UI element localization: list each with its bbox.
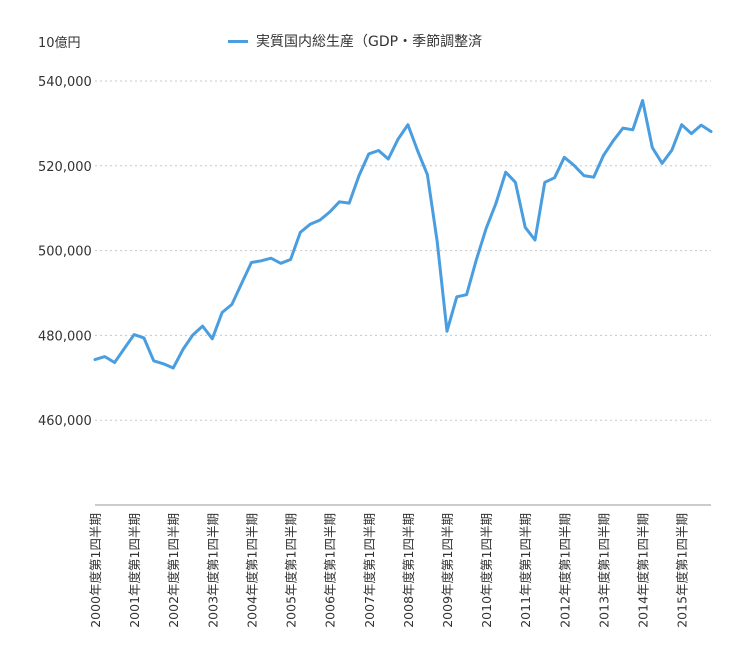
y-tick-label: 540,000 (38, 75, 92, 90)
x-tick-label: 2015年度第1四半期 (675, 513, 690, 628)
x-tick-label: 2002年度第1四半期 (166, 513, 181, 628)
x-tick-label: 2010年度第1四半期 (479, 513, 494, 628)
x-tick-label: 2001年度第1四半期 (127, 513, 142, 628)
x-tick-label: 2004年度第1四半期 (244, 513, 259, 628)
x-tick-label: 2012年度第1四半期 (557, 513, 572, 628)
x-tick-label: 2006年度第1四半期 (323, 513, 338, 628)
x-tick-label: 2009年度第1四半期 (440, 513, 455, 628)
y-tick-label: 520,000 (38, 160, 92, 175)
legend-swatch (228, 39, 248, 43)
y-tick-label: 480,000 (38, 329, 92, 344)
y-tick-label: 460,000 (38, 414, 92, 429)
x-tick-label: 2003年度第1四半期 (205, 513, 220, 628)
y-axis-unit-label: 10億円 (38, 36, 81, 51)
x-tick-label: 2007年度第1四半期 (362, 513, 377, 628)
legend-label: 実質国内総生産（GDP・季節調整済 (256, 34, 483, 50)
series-line-gdp (93, 99, 713, 370)
x-tick-label: 2000年度第1四半期 (88, 513, 103, 628)
x-tick-label: 2011年度第1四半期 (518, 513, 533, 628)
y-tick-label: 500,000 (38, 245, 92, 260)
chart-legend: 実質国内総生産（GDP・季節調整済 (228, 31, 482, 51)
x-tick-label: 2005年度第1四半期 (284, 513, 299, 628)
x-tick-label: 2008年度第1四半期 (401, 513, 416, 628)
x-tick-label: 2013年度第1四半期 (596, 513, 611, 628)
x-tick-label: 2014年度第1四半期 (636, 513, 651, 628)
